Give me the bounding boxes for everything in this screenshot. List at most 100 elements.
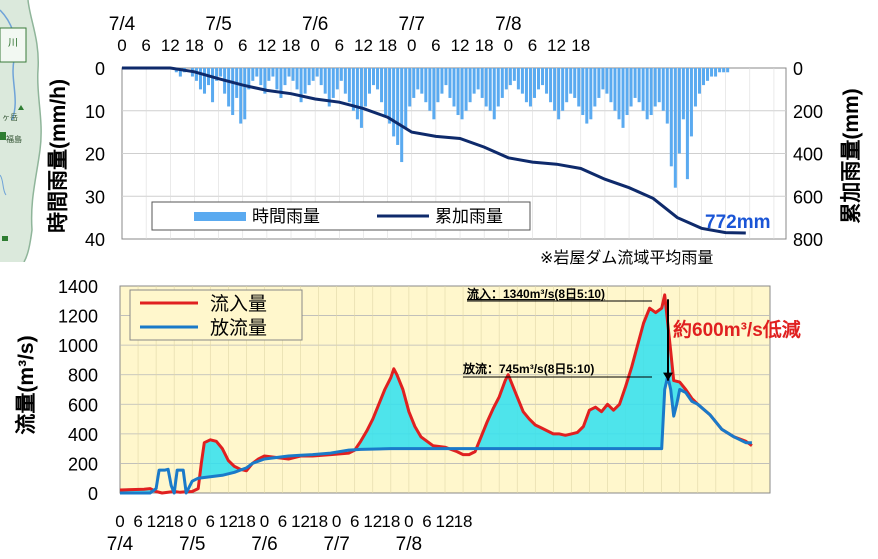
rain-bar: [303, 68, 307, 94]
rain-bar: [311, 68, 315, 81]
inflow-peak-annotation: 流入：1340m³/s(8日5:10): [467, 286, 605, 301]
bottom-date-label: 7/7: [323, 534, 349, 555]
rain-bar: [685, 68, 689, 180]
bottom-hour-label: 18: [309, 512, 328, 531]
outflow-line: [120, 374, 752, 495]
top-hour-label: 12: [257, 36, 276, 55]
rain-bar: [573, 68, 577, 98]
top-hour-label: 6: [238, 36, 247, 55]
rain-bar: [271, 68, 275, 77]
rain-bar: [577, 68, 581, 107]
rain-bar: [693, 68, 697, 107]
top-date-label: 7/4: [109, 14, 136, 35]
y-tick-label: 400: [68, 425, 98, 445]
rain-bar: [376, 68, 380, 90]
rain-bar: [287, 68, 291, 77]
rain-bar: [343, 68, 347, 94]
y-tick-label: 200: [68, 454, 98, 474]
rain-bar: [701, 68, 706, 86]
rain-bar: [432, 68, 436, 120]
rain-bar: [275, 68, 279, 90]
inflow-line: [119, 293, 753, 495]
rain-bar: [661, 68, 665, 111]
rain-bar: [436, 68, 440, 103]
legend-bar-swatch: [194, 212, 246, 221]
rain-bar: [367, 68, 371, 94]
right-tick-label: 200: [793, 102, 823, 122]
y-tick-label: 600: [68, 395, 98, 415]
rain-bar: [541, 68, 545, 86]
rain-bar: [412, 68, 416, 98]
bottom-hour-label: 12: [219, 512, 238, 531]
top-hour-label: 18: [282, 36, 301, 55]
rain-bar: [476, 68, 480, 90]
left-tick-label: 20: [85, 145, 105, 165]
top-date-label: 7/7: [399, 14, 425, 35]
top-hour-label: 0: [214, 36, 223, 55]
bottom-hour-label: 18: [165, 512, 184, 531]
bottom-hour-label: 18: [454, 512, 473, 531]
rain-bar: [589, 68, 593, 120]
rain-bar: [722, 68, 726, 73]
top-hour-label: 0: [310, 36, 319, 55]
rain-bar: [532, 68, 536, 98]
rain-bar: [335, 68, 339, 90]
y-left-title: 時間雨量(mm/h): [46, 79, 70, 233]
bottom-hour-label: 12: [363, 512, 382, 531]
bottom-hour-label: 6: [350, 512, 359, 531]
rain-bar: [448, 68, 452, 98]
rain-bar: [355, 68, 359, 120]
rain-bar: [198, 68, 202, 90]
rain-bar: [677, 68, 681, 154]
rain-bar: [215, 68, 219, 81]
top-hour-label: 18: [571, 36, 590, 55]
top-hour-label: 12: [547, 36, 566, 55]
rain-bar: [641, 68, 645, 111]
rain-bar: [464, 68, 468, 111]
bottom-hour-label: 12: [436, 512, 455, 531]
rain-bar: [295, 68, 299, 90]
bottom-hour-label: 6: [422, 512, 431, 531]
y-tick-label: 800: [68, 366, 98, 386]
rain-bar: [408, 68, 412, 107]
bottom-hour-label: 0: [260, 512, 269, 531]
rain-bar: [524, 68, 528, 103]
left-tick-label: 10: [85, 102, 105, 122]
rain-bar: [452, 68, 456, 107]
rain-bar: [516, 68, 520, 90]
rain-bar: [585, 68, 589, 124]
top-hour-label: 18: [475, 36, 494, 55]
top-hour-label: 6: [141, 36, 150, 55]
top-date-label: 7/8: [495, 14, 521, 35]
right-tick-label: 800: [793, 230, 823, 250]
top-hour-label: 0: [504, 36, 513, 55]
rain-bar: [617, 68, 621, 120]
top-hour-label: 0: [407, 36, 416, 55]
legend-outflow-label: 放流量: [210, 317, 267, 339]
rain-bar: [339, 68, 343, 81]
left-tick-label: 40: [85, 230, 105, 250]
rain-bar: [649, 68, 653, 116]
rain-bar: [227, 68, 231, 107]
legend-inflow-label: 流入量: [210, 293, 267, 315]
map-label-river: 川: [8, 38, 18, 49]
storage-fill: [120, 294, 752, 493]
top-hour-label: 0: [117, 36, 126, 55]
bottom-hour-label: 18: [237, 512, 256, 531]
rain-bar: [665, 68, 669, 124]
rain-bar: [613, 68, 617, 111]
rain-bar: [484, 68, 488, 107]
bottom-hour-label: 0: [187, 512, 196, 531]
bottom-hour-label: 18: [381, 512, 400, 531]
top-date-label: 7/5: [205, 14, 231, 35]
rain-bar: [219, 68, 223, 77]
top-hour-label: 6: [335, 36, 344, 55]
rain-bar: [178, 68, 182, 77]
rain-bar: [645, 68, 649, 120]
bottom-hour-label: 12: [147, 512, 166, 531]
rain-bar: [492, 68, 496, 120]
bottom-date-label: 7/4: [107, 534, 134, 555]
rain-bar: [243, 68, 247, 120]
rain-bar: [565, 68, 569, 103]
